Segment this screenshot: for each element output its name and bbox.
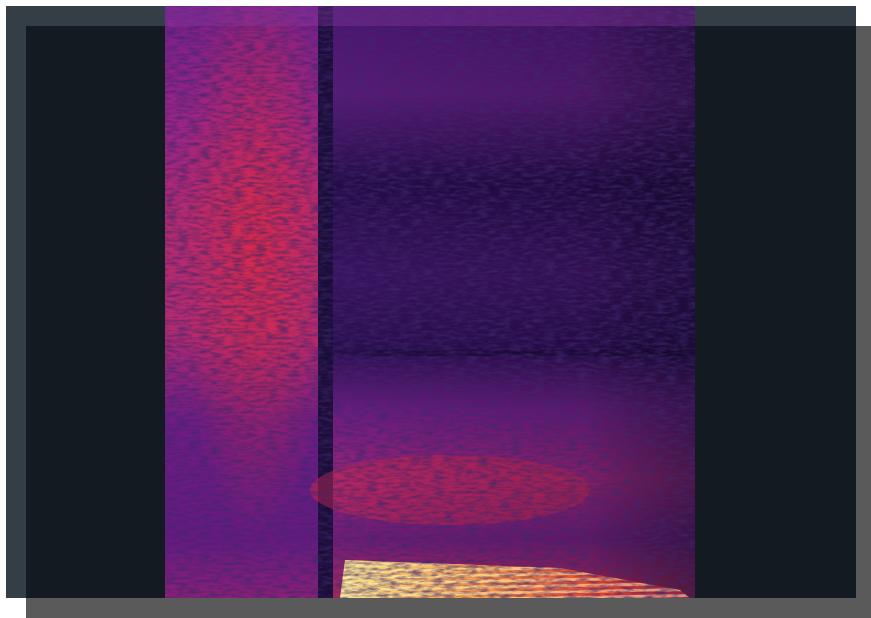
spectrogram — [165, 6, 695, 598]
top-overlay — [165, 6, 695, 26]
noise — [165, 6, 695, 598]
screenshot — [0, 0, 871, 618]
page — [0, 0, 871, 618]
